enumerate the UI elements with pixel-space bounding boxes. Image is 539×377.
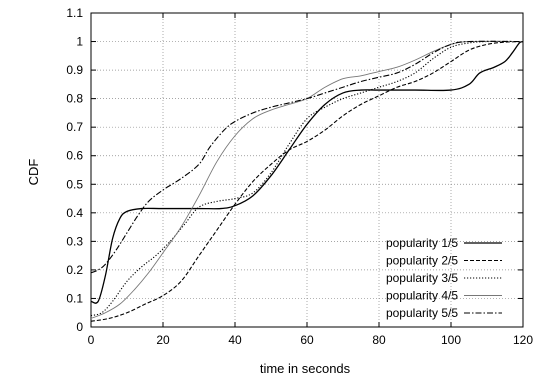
x-tick-label: 120	[513, 333, 533, 347]
y-tick-label: 0.7	[66, 120, 83, 134]
x-tick-label: 60	[300, 333, 314, 347]
x-axis-label: time in seconds	[260, 361, 351, 376]
legend-label-3: popularity 3/5	[386, 271, 458, 285]
x-tick-label: 20	[156, 333, 170, 347]
series-line-4	[90, 40, 524, 319]
series-line-5	[90, 40, 524, 274]
axis-ticks: 0 20 40 60 80 100 120 0 0.1 0.2 0.3 0.4 0.5 0.6 0.7 0.8…	[66, 6, 533, 347]
y-tick-label: 0.1	[66, 291, 83, 305]
x-tick-label: 40	[228, 333, 242, 347]
x-tick-label: 80	[372, 333, 386, 347]
y-tick-label: 0.3	[66, 234, 83, 248]
y-tick-label: 1	[76, 35, 83, 49]
x-tick-label: 0	[88, 333, 95, 347]
y-tick-label: 0.8	[66, 92, 83, 106]
y-tick-label: 0.9	[66, 63, 83, 77]
grid-lines	[91, 13, 523, 327]
legend: popularity 1/5 popularity 2/5 popularity 3…	[386, 236, 502, 320]
y-tick-label: 0.5	[66, 177, 83, 191]
legend-label-5: popularity 5/5	[386, 306, 458, 320]
y-axis-label: CDF	[26, 159, 41, 186]
legend-label-1: popularity 1/5	[386, 236, 458, 250]
series-line-1	[90, 40, 524, 304]
series-line-2	[90, 41, 524, 322]
series-lines	[90, 40, 524, 322]
x-tick-label: 100	[441, 333, 461, 347]
legend-label-2: popularity 2/5	[386, 254, 458, 268]
y-tick-label: 0	[76, 320, 83, 334]
legend-label-4: popularity 4/5	[386, 289, 458, 303]
y-tick-label: 0.4	[66, 206, 83, 220]
y-tick-label: 0.6	[66, 149, 83, 163]
y-tick-label: 0.2	[66, 263, 83, 277]
y-tick-label: 1.1	[66, 6, 83, 20]
series-line-3	[90, 40, 524, 317]
